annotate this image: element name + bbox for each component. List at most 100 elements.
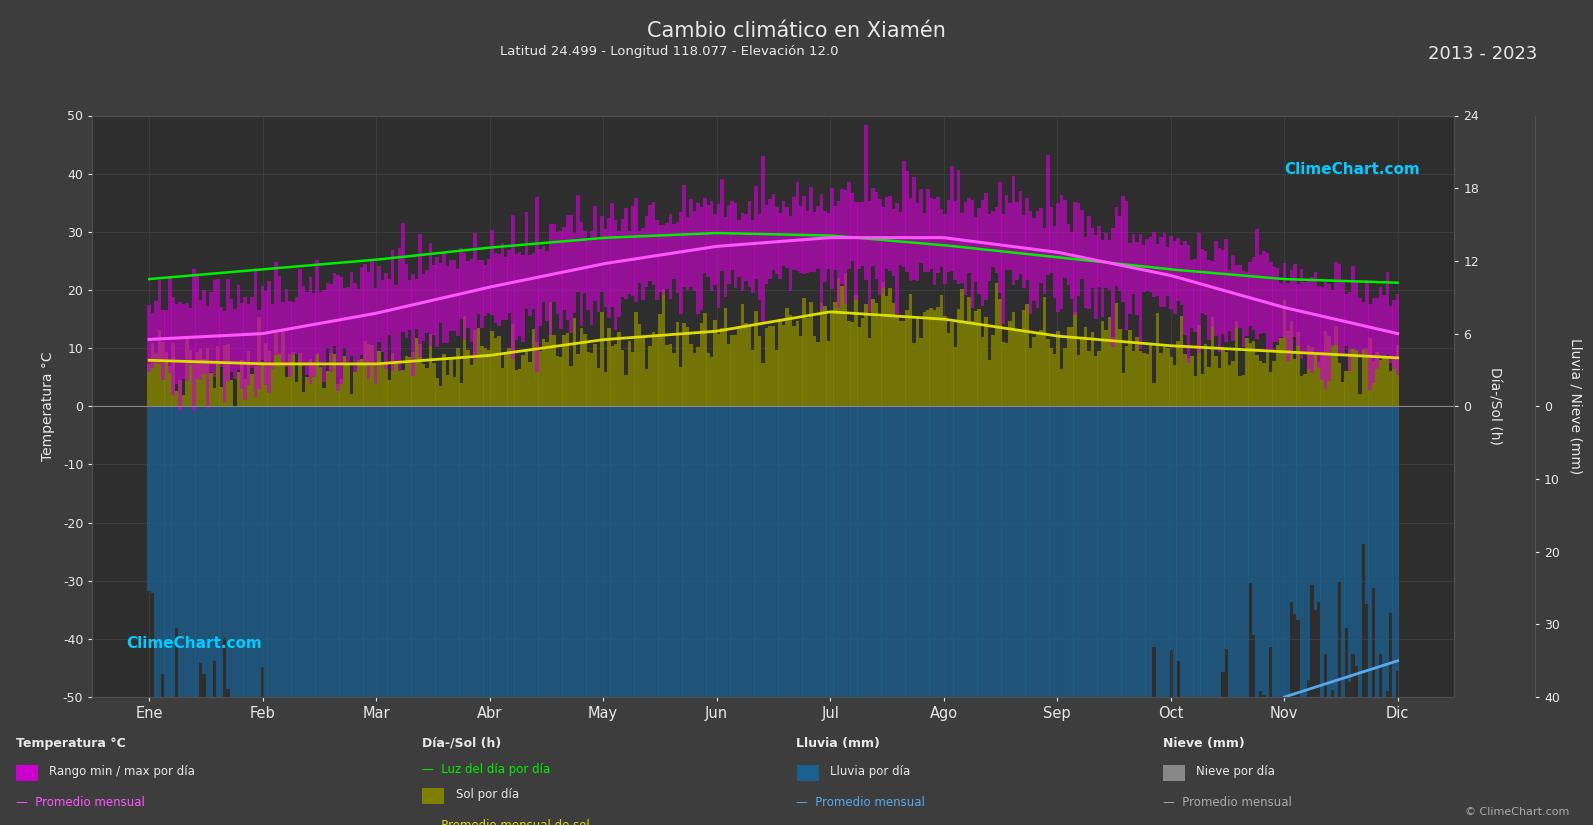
Bar [155,353,158,407]
Bar [202,359,205,407]
Y-axis label: Lluvia / Nieve (mm): Lluvia / Nieve (mm) [1568,338,1582,474]
Bar [566,333,569,407]
Bar [464,407,467,825]
Bar [491,407,494,825]
Bar [185,338,188,407]
Bar [687,407,690,825]
Text: —  Promedio mensual: — Promedio mensual [796,796,926,809]
Bar [459,248,464,319]
Bar [816,342,820,407]
Bar [865,407,868,825]
Bar [1300,269,1303,359]
Bar [1351,349,1356,407]
Bar [717,407,720,825]
Bar [795,182,800,271]
Bar [865,304,868,407]
Bar [1115,207,1118,286]
Bar [209,374,213,407]
Bar [503,257,508,320]
Bar [1070,327,1074,407]
Bar [241,407,244,825]
Bar [586,407,589,825]
Bar [1067,407,1070,825]
Bar [1383,356,1386,407]
Bar [997,407,1002,825]
Bar [1053,407,1056,825]
Bar [1002,214,1005,324]
Bar [851,407,854,825]
Bar [212,280,217,377]
Bar [548,224,553,335]
Bar [241,360,244,407]
Bar [943,214,946,284]
Bar [820,195,824,310]
Bar [953,407,957,825]
Bar [464,315,467,407]
Bar [1139,234,1142,350]
Bar [217,279,220,363]
Bar [401,370,405,407]
Bar [1378,407,1383,654]
Bar [1083,407,1088,825]
Bar [682,185,687,287]
Bar [634,198,639,302]
Bar [714,407,717,825]
Bar [1023,310,1026,407]
Bar [1279,337,1282,407]
Bar [191,407,196,790]
Text: Lluvia (mm): Lluvia (mm) [796,737,881,750]
Bar [1273,407,1276,758]
Bar [319,407,322,724]
Bar [613,220,618,329]
Bar [467,262,470,328]
Text: Lluvia por día: Lluvia por día [830,766,910,779]
Bar [1289,270,1294,354]
Bar [1098,351,1101,407]
Bar [309,360,312,407]
Bar [1351,407,1356,654]
Bar [908,198,913,280]
Bar [604,407,607,825]
Bar [981,407,984,825]
Bar [1321,352,1324,407]
Bar [898,321,902,407]
Bar [250,374,253,407]
Bar [521,255,524,342]
Bar [1053,354,1056,407]
Bar [645,369,648,407]
Bar [949,166,954,271]
Bar [515,254,518,340]
Bar [779,318,782,407]
Bar [1327,284,1330,380]
Bar [354,407,357,825]
Bar [556,356,559,407]
Bar [865,125,868,280]
Bar [648,346,652,407]
Bar [637,231,642,283]
Text: Nieve por día: Nieve por día [1196,766,1276,779]
Bar [1142,407,1145,772]
Bar [916,407,919,825]
Bar [527,255,532,315]
Bar [1249,262,1252,326]
Bar [256,310,261,389]
Bar [610,346,613,407]
Bar [1344,370,1348,407]
Bar [1002,407,1005,825]
Bar [191,270,196,412]
Bar [398,248,401,370]
Bar [710,201,714,291]
Bar [970,321,975,407]
Bar [569,365,573,407]
Bar [937,197,940,273]
Bar [991,211,994,267]
Bar [776,207,779,274]
Bar [750,350,755,407]
Bar [577,195,580,292]
Bar [452,407,456,825]
Bar [1252,257,1255,330]
Bar [185,304,188,381]
Bar [1128,331,1133,407]
Bar [1238,376,1241,407]
Bar [333,354,336,407]
